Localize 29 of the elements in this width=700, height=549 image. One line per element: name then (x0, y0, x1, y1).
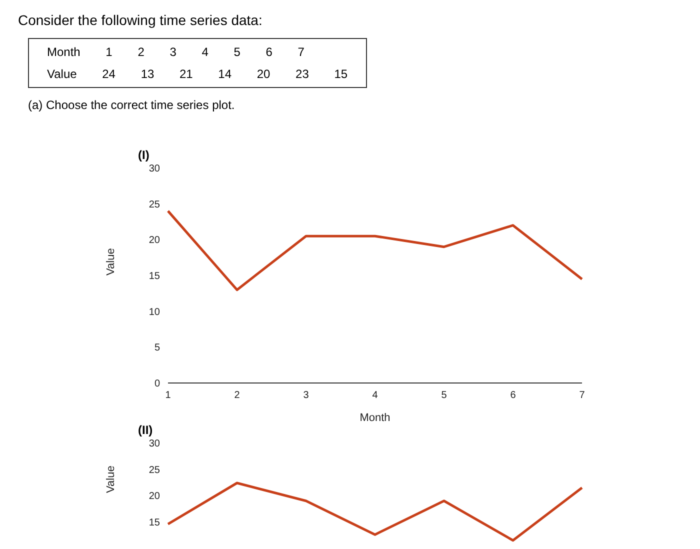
x-tick-label: 5 (441, 390, 448, 402)
y-tick-label: 0 (154, 378, 160, 390)
x-tick-label: 3 (303, 390, 310, 402)
text: Value 24 13 21 14 20 23 15 (46, 66, 349, 83)
y-tick-label: 30 (148, 164, 160, 175)
text: Consider the following time series data: (18, 12, 264, 28)
line-series (166, 210, 584, 292)
chart-title: (II) (138, 423, 153, 437)
x-axis-title: Month (360, 412, 390, 424)
y-tick-label: 25 (148, 464, 160, 476)
y-tick-label: 25 (148, 199, 160, 210)
x-tick-label: 1 (165, 390, 172, 402)
x-tick-label: 2 (234, 390, 240, 402)
text: Month 1 2 3 4 5 6 7 (46, 44, 306, 61)
line-series (166, 482, 584, 542)
x-tick-label: 7 (579, 390, 586, 402)
y-tick-label: 30 (148, 438, 160, 450)
y-tick-label: 20 (148, 491, 160, 502)
x-tick-label: 4 (372, 390, 378, 402)
y-tick-label: 5 (154, 342, 160, 354)
y-tick-label: 10 (148, 306, 160, 318)
text: (a) Choose the correct time series plot. (28, 98, 236, 112)
y-axis-title: Value (104, 466, 117, 493)
y-axis-title: Value (104, 248, 117, 276)
x-tick-label: 6 (510, 390, 516, 402)
y-tick-label: 20 (148, 235, 160, 246)
y-tick-label: 15 (148, 271, 160, 282)
chart-title: (I) (138, 148, 150, 162)
y-tick-label: 15 (148, 517, 160, 528)
